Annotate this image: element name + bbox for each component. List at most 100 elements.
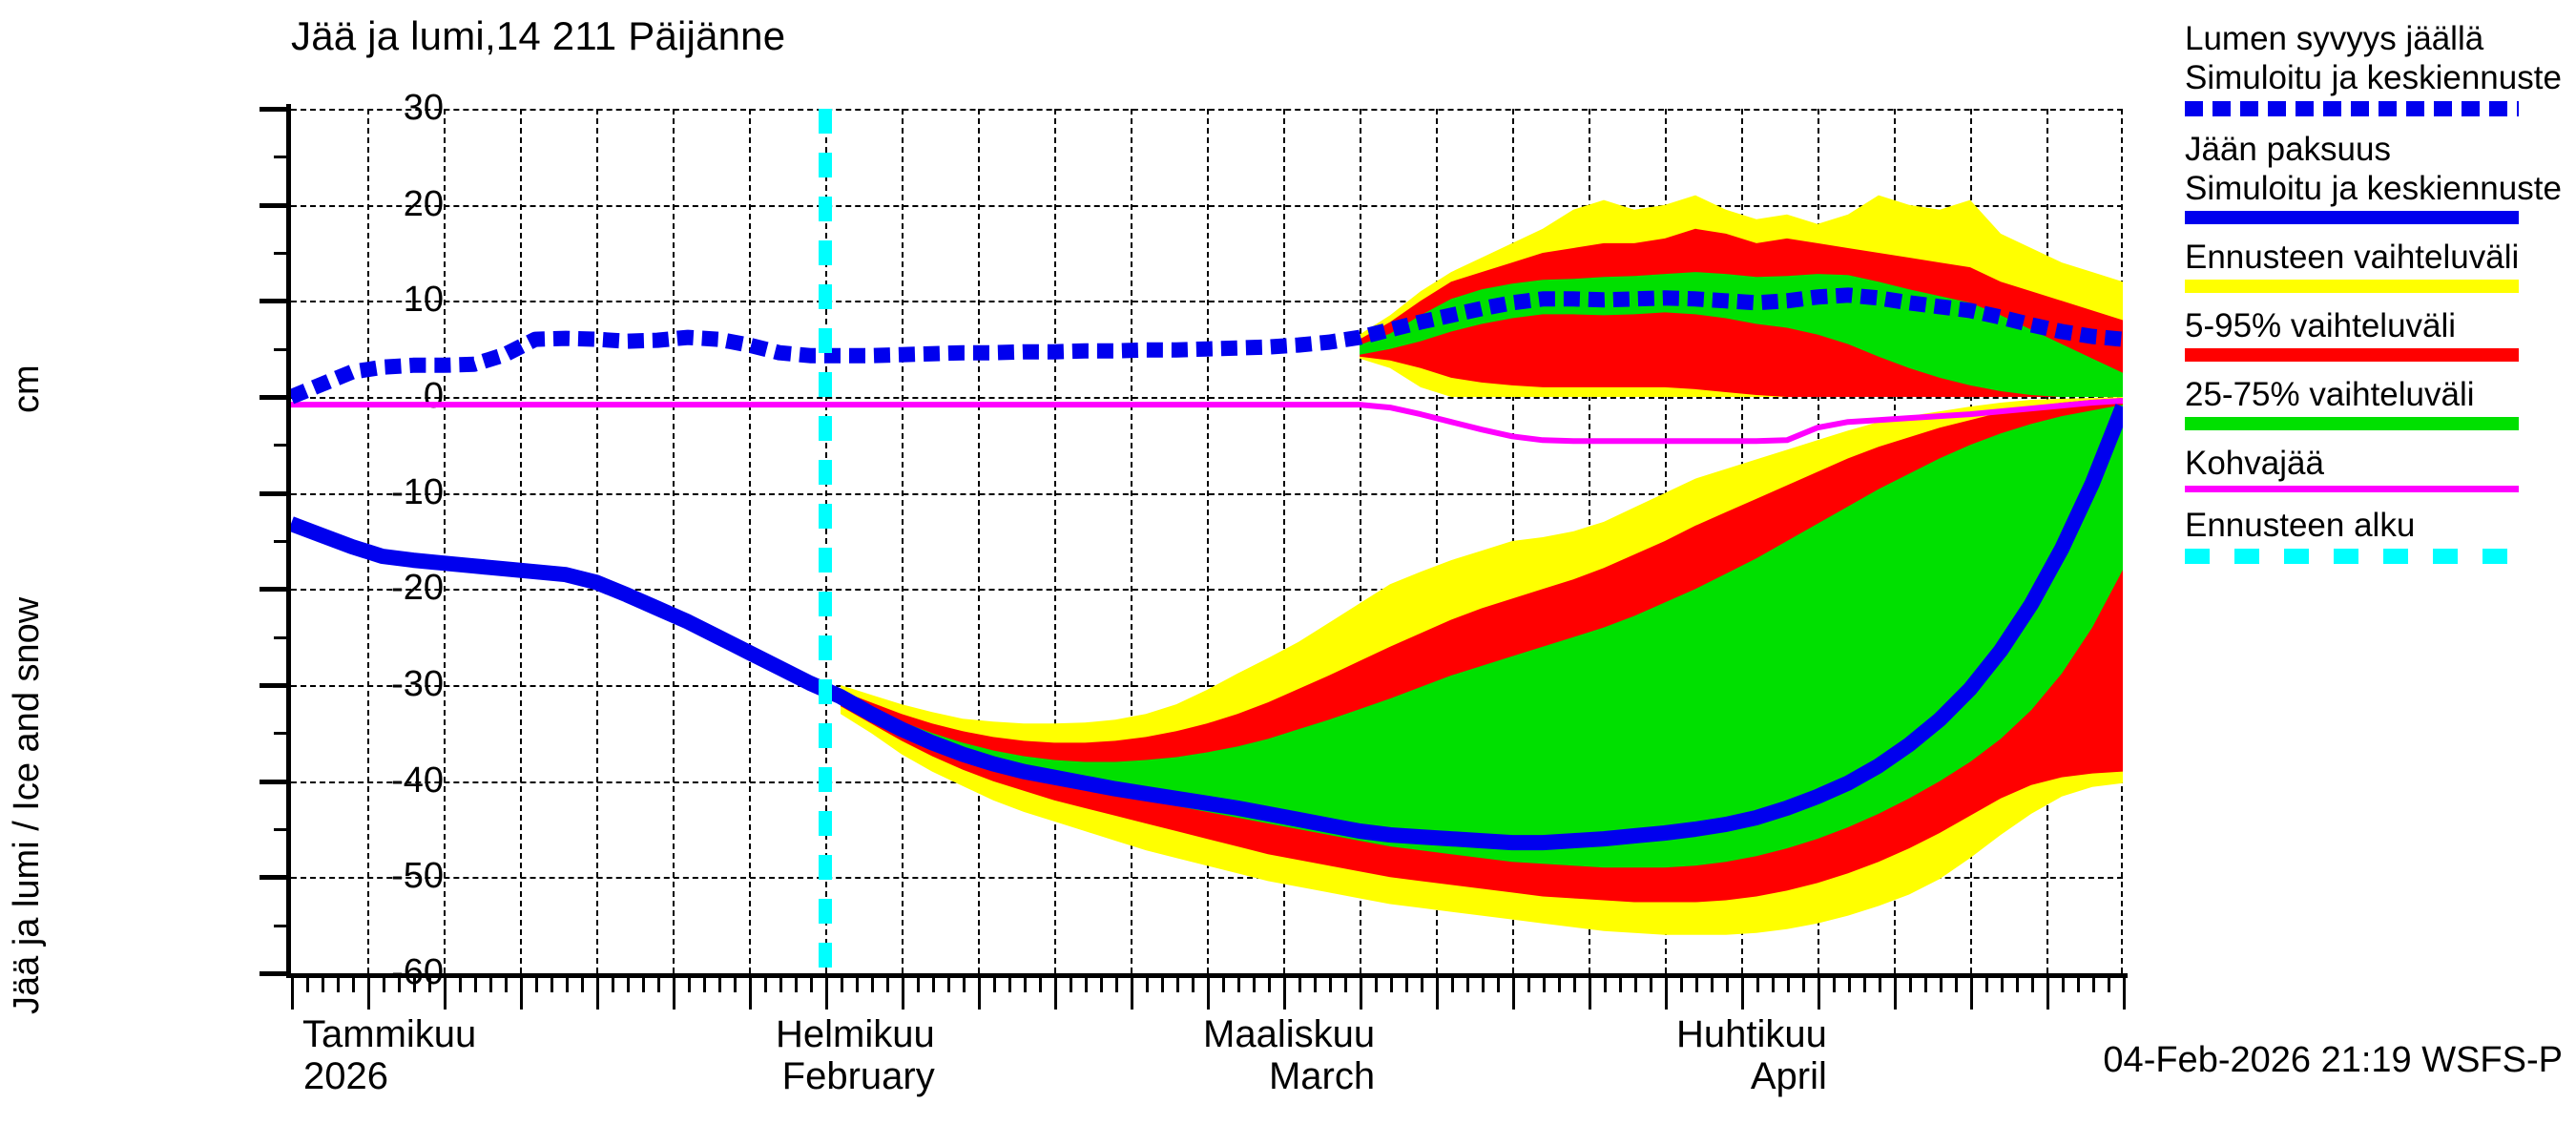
x-tick-mark-minor	[917, 973, 920, 992]
x-tick-mark-minor	[1863, 973, 1866, 992]
ice-25-75-band	[841, 405, 2123, 868]
x-tick-mark-minor	[841, 973, 843, 992]
x-month-label-fi: Tammikuu	[302, 1013, 477, 1055]
x-tick-mark-minor	[1466, 973, 1469, 992]
x-tick-mark-minor	[1726, 973, 1729, 992]
x-tick-mark-minor	[428, 973, 431, 992]
x-tick-mark-minor	[1268, 973, 1271, 992]
x-tick-mark-minor	[642, 973, 645, 992]
x-tick-mark-minor	[688, 973, 691, 992]
x-month-label-fi: Maaliskuu	[1203, 1013, 1376, 1055]
x-tick-mark-minor	[306, 973, 309, 992]
y-tick-label: -30	[391, 664, 444, 704]
y-tick-label: 10	[403, 280, 444, 321]
legend-swatch	[2185, 417, 2519, 430]
legend-item-title: 25-75% vaihteluväli	[2185, 376, 2475, 413]
x-tick-mark-minor	[489, 973, 492, 992]
x-tick-mark-minor	[1787, 973, 1790, 992]
x-tick-mark-minor	[383, 973, 385, 992]
x-tick-mark-minor	[551, 973, 553, 992]
x-tick-mark-minor	[1253, 973, 1256, 992]
y-tick-mark	[260, 107, 291, 112]
y-tick-mark-minor	[274, 252, 291, 255]
legend-item-subtitle: Simuloitu ja keskiennuste	[2185, 170, 2562, 207]
x-tick-mark-minor	[1039, 973, 1042, 992]
x-tick-mark-minor	[627, 973, 630, 992]
legend-item-title: Jään paksuus	[2185, 131, 2391, 168]
x-tick-mark-minor	[413, 973, 416, 992]
y-tick-mark	[260, 779, 291, 784]
y-tick-mark-minor	[274, 924, 291, 927]
x-tick-mark-minor	[1543, 973, 1546, 992]
legend-swatch	[2185, 348, 2519, 362]
x-tick-mark-minor	[2001, 973, 2004, 992]
ice-thickness-line	[291, 404, 2123, 851]
gridline-vertical	[596, 109, 598, 973]
x-tick-mark-minor	[2108, 973, 2110, 992]
x-month-label: Tammikuu	[302, 1013, 476, 1055]
y-tick-mark-minor	[274, 347, 291, 351]
y-tick-mark	[260, 971, 291, 976]
x-tick-mark-minor	[1405, 973, 1408, 992]
y-tick-mark	[260, 875, 291, 881]
x-tick-mark	[367, 973, 370, 1010]
x-tick-mark-minor	[337, 973, 340, 992]
x-tick-mark-minor	[1619, 973, 1622, 992]
x-tick-mark-minor	[1497, 973, 1500, 992]
x-tick-mark-minor	[1802, 973, 1805, 992]
gridline-vertical	[825, 109, 827, 973]
x-tick-mark-minor	[1222, 973, 1225, 992]
legend-item-title: Kohvajää	[2185, 445, 2324, 482]
x-tick-mark-minor	[1711, 973, 1714, 992]
x-tick-mark	[1894, 973, 1897, 1010]
x-tick-mark	[1360, 973, 1362, 1010]
x-tick-mark-minor	[1604, 973, 1607, 992]
x-tick-mark-minor	[1482, 973, 1485, 992]
x-tick-mark-minor	[505, 973, 508, 992]
gridline-vertical	[1436, 109, 1438, 973]
x-tick-mark-minor	[1375, 973, 1378, 992]
gridline-vertical	[749, 109, 751, 973]
legend-item: Lumen syvyys jäällä Simuloitu ja keskienn…	[2185, 19, 2566, 116]
page-title: Jää ja lumi,14 211 Päijänne	[291, 13, 786, 58]
x-tick-mark-minor	[734, 973, 737, 992]
x-tick-mark-minor	[535, 973, 538, 992]
x-tick-mark-minor	[2062, 973, 2065, 992]
chart-legend: Lumen syvyys jäällä Simuloitu ja keskienn…	[2185, 19, 2566, 577]
x-tick-mark-minor	[398, 973, 401, 992]
x-tick-mark-minor	[1192, 973, 1195, 992]
x-tick-mark	[520, 973, 523, 1010]
x-tick-mark-minor	[1879, 973, 1881, 992]
x-tick-mark	[1207, 973, 1210, 1010]
x-tick-mark-minor	[1451, 973, 1454, 992]
y-tick-mark-minor	[274, 732, 291, 736]
x-axis-line	[286, 973, 2128, 978]
kohvajaa-line	[291, 398, 2123, 445]
x-tick-mark-minor	[2092, 973, 2095, 992]
x-tick-mark-minor	[779, 973, 782, 992]
y-tick-label: -40	[391, 760, 444, 801]
x-tick-mark-minor	[1237, 973, 1240, 992]
x-tick-mark	[978, 973, 981, 1010]
y-axis-line	[286, 104, 291, 978]
y-axis-unit: cm	[7, 364, 47, 413]
x-tick-mark-minor	[993, 973, 996, 992]
y-tick-mark-minor	[274, 635, 291, 639]
x-tick-mark-minor	[932, 973, 935, 992]
snow-depth-line	[291, 287, 2123, 405]
x-month-label-en: March	[1268, 1055, 1376, 1097]
legend-item-title: Ennusteen alku	[2185, 507, 2416, 544]
gridline-vertical	[1283, 109, 1285, 973]
x-tick-mark-minor	[2016, 973, 2019, 992]
x-tick-mark	[902, 973, 904, 1010]
x-tick-mark-minor	[566, 973, 569, 992]
x-tick-mark-minor	[1848, 973, 1851, 992]
x-tick-mark-minor	[657, 973, 660, 992]
gridline-vertical	[367, 109, 369, 973]
x-tick-mark-minor	[1680, 973, 1683, 992]
y-tick-label: 30	[403, 88, 444, 128]
x-tick-mark-minor	[2031, 973, 2034, 992]
x-tick-mark	[444, 973, 447, 1010]
x-tick-mark-minor	[1650, 973, 1652, 992]
y-tick-mark	[260, 587, 291, 593]
